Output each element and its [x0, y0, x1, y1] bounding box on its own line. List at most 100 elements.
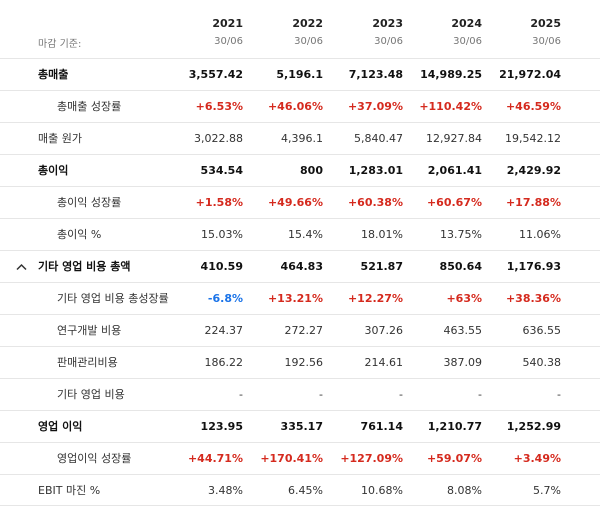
cell-2022: 464.83 [280, 260, 323, 273]
cell-2024: 463.55 [443, 324, 483, 337]
cell-2021: +1.58% [195, 196, 243, 209]
column-date: 30/06 [374, 36, 403, 47]
cell-2024: +59.07% [426, 452, 482, 465]
cell-2023: 7,123.48 [348, 68, 403, 81]
cell-2021: +44.71% [187, 452, 243, 465]
row-label: 영업이익 성장률 [57, 452, 132, 465]
cell-2022: +13.21% [267, 292, 323, 305]
cell-2022: +46.06% [267, 100, 323, 113]
cell-2023: 18.01% [361, 228, 403, 241]
row-ebit-margin: EBIT 마진 % 3.48% 6.45% 10.68% 8.08% 5.7% [0, 474, 600, 506]
cell-2021: 3,557.42 [188, 68, 243, 81]
row-label: 연구개발 비용 [57, 324, 122, 337]
row-label: 기타 영업 비용 총성장률 [57, 292, 169, 305]
row-revenue-growth: 총매출 성장률 +6.53% +46.06% +37.09% +110.42% … [0, 90, 600, 122]
column-header-2024: 2024 30/06 [392, 17, 482, 49]
cell-2024: 13.75% [440, 228, 482, 241]
cell-2025: +17.88% [505, 196, 561, 209]
cell-2024: 387.09 [443, 356, 483, 369]
row-label: 총매출 [38, 68, 69, 81]
row-operating-income-growth: 영업이익 성장률 +44.71% +170.41% +127.09% +59.0… [0, 442, 600, 474]
row-operating-income: 영업 이익 123.95 335.17 761.14 1,210.77 1,25… [0, 410, 600, 442]
cell-2024: 14,989.25 [420, 68, 482, 81]
cell-2021: -6.8% [207, 292, 243, 305]
cell-2025: 21,972.04 [499, 68, 561, 81]
column-date: 30/06 [453, 36, 482, 47]
cell-2023: +127.09% [340, 452, 403, 465]
column-date: 30/06 [532, 36, 561, 47]
table-header: 마감 기준: 2021 30/06 2022 30/06 2023 30/06 … [0, 0, 600, 58]
cell-2025: 540.38 [522, 356, 562, 369]
cell-2022: 272.27 [284, 324, 324, 337]
cell-2024: - [478, 388, 482, 401]
row-rnd-expense: 연구개발 비용 224.37 272.27 307.26 463.55 636.… [0, 314, 600, 346]
cell-2025: - [557, 388, 561, 401]
row-total-operating-expenses[interactable]: 기타 영업 비용 총액 410.59 464.83 521.87 850.64 … [0, 250, 600, 282]
cell-2021: 3.48% [208, 484, 243, 497]
cell-2021: 123.95 [200, 420, 243, 433]
cell-2025: +3.49% [513, 452, 561, 465]
column-header-2025: 2025 30/06 [471, 17, 561, 49]
cell-2023: 214.61 [364, 356, 404, 369]
cell-2022: 15.4% [288, 228, 323, 241]
cell-2022: 192.56 [284, 356, 324, 369]
cell-2022: 5,196.1 [276, 68, 323, 81]
row-label: 영업 이익 [38, 420, 83, 433]
row-label: 판매관리비용 [57, 356, 118, 369]
column-header-2022: 2022 30/06 [233, 17, 323, 49]
row-label: 총이익 성장률 [57, 196, 122, 209]
cell-2024: 12,927.84 [426, 132, 482, 145]
cell-2025: 1,176.93 [506, 260, 561, 273]
row-operating-expenses-growth: 기타 영업 비용 총성장률 -6.8% +13.21% +12.27% +63%… [0, 282, 600, 314]
cell-2023: 307.26 [364, 324, 404, 337]
row-label: 총이익 % [57, 228, 102, 241]
cell-2025: 11.06% [519, 228, 561, 241]
cell-2024: +63% [446, 292, 482, 305]
cell-2023: +12.27% [347, 292, 403, 305]
cell-2021: 534.54 [200, 164, 243, 177]
column-date: 30/06 [294, 36, 323, 47]
row-label: 기타 영업 비용 총액 [38, 260, 131, 273]
cell-2022: 335.17 [280, 420, 323, 433]
cell-2025: +46.59% [505, 100, 561, 113]
cell-2023: +60.38% [347, 196, 403, 209]
chevron-up-icon[interactable] [16, 251, 30, 282]
cell-2021: 186.22 [204, 356, 244, 369]
row-label: 매출 원가 [38, 132, 82, 145]
cell-2023: 521.87 [360, 260, 403, 273]
cell-2024: 2,061.41 [427, 164, 482, 177]
cell-2025: +38.36% [505, 292, 561, 305]
cell-2024: +60.67% [426, 196, 482, 209]
cell-2022: 800 [300, 164, 323, 177]
cell-2023: 10.68% [361, 484, 403, 497]
column-header-2023: 2023 30/06 [313, 17, 403, 49]
cell-2022: 4,396.1 [281, 132, 323, 145]
row-sga-expense: 판매관리비용 186.22 192.56 214.61 387.09 540.3… [0, 346, 600, 378]
column-header-2021: 2021 30/06 [153, 17, 243, 49]
cell-2023: 5,840.47 [354, 132, 403, 145]
cell-2021: +6.53% [195, 100, 243, 113]
cell-2022: 6.45% [288, 484, 323, 497]
cell-2021: - [239, 388, 243, 401]
row-gross-margin: 총이익 % 15.03% 15.4% 18.01% 13.75% 11.06% [0, 218, 600, 250]
cell-2022: - [319, 388, 323, 401]
cell-2025: 1,252.99 [506, 420, 561, 433]
row-label: 총매출 성장률 [57, 100, 122, 113]
table-body: 총매출 3,557.42 5,196.1 7,123.48 14,989.25 … [0, 58, 600, 506]
basis-label: 마감 기준: [38, 39, 82, 50]
cell-2025: 5.7% [533, 484, 561, 497]
row-gross-profit: 총이익 534.54 800 1,283.01 2,061.41 2,429.9… [0, 154, 600, 186]
cell-2024: 8.08% [447, 484, 482, 497]
row-label: 총이익 [38, 164, 69, 177]
cell-2023: 761.14 [360, 420, 403, 433]
row-label: EBIT 마진 % [38, 484, 101, 497]
cell-2025: 19,542.12 [505, 132, 561, 145]
cell-2023: +37.09% [347, 100, 403, 113]
cell-2022: +170.41% [260, 452, 323, 465]
cell-2024: 1,210.77 [427, 420, 482, 433]
cell-2024: +110.42% [419, 100, 482, 113]
row-gross-profit-growth: 총이익 성장률 +1.58% +49.66% +60.38% +60.67% +… [0, 186, 600, 218]
column-year: 2024 [451, 17, 482, 30]
cell-2021: 15.03% [201, 228, 243, 241]
